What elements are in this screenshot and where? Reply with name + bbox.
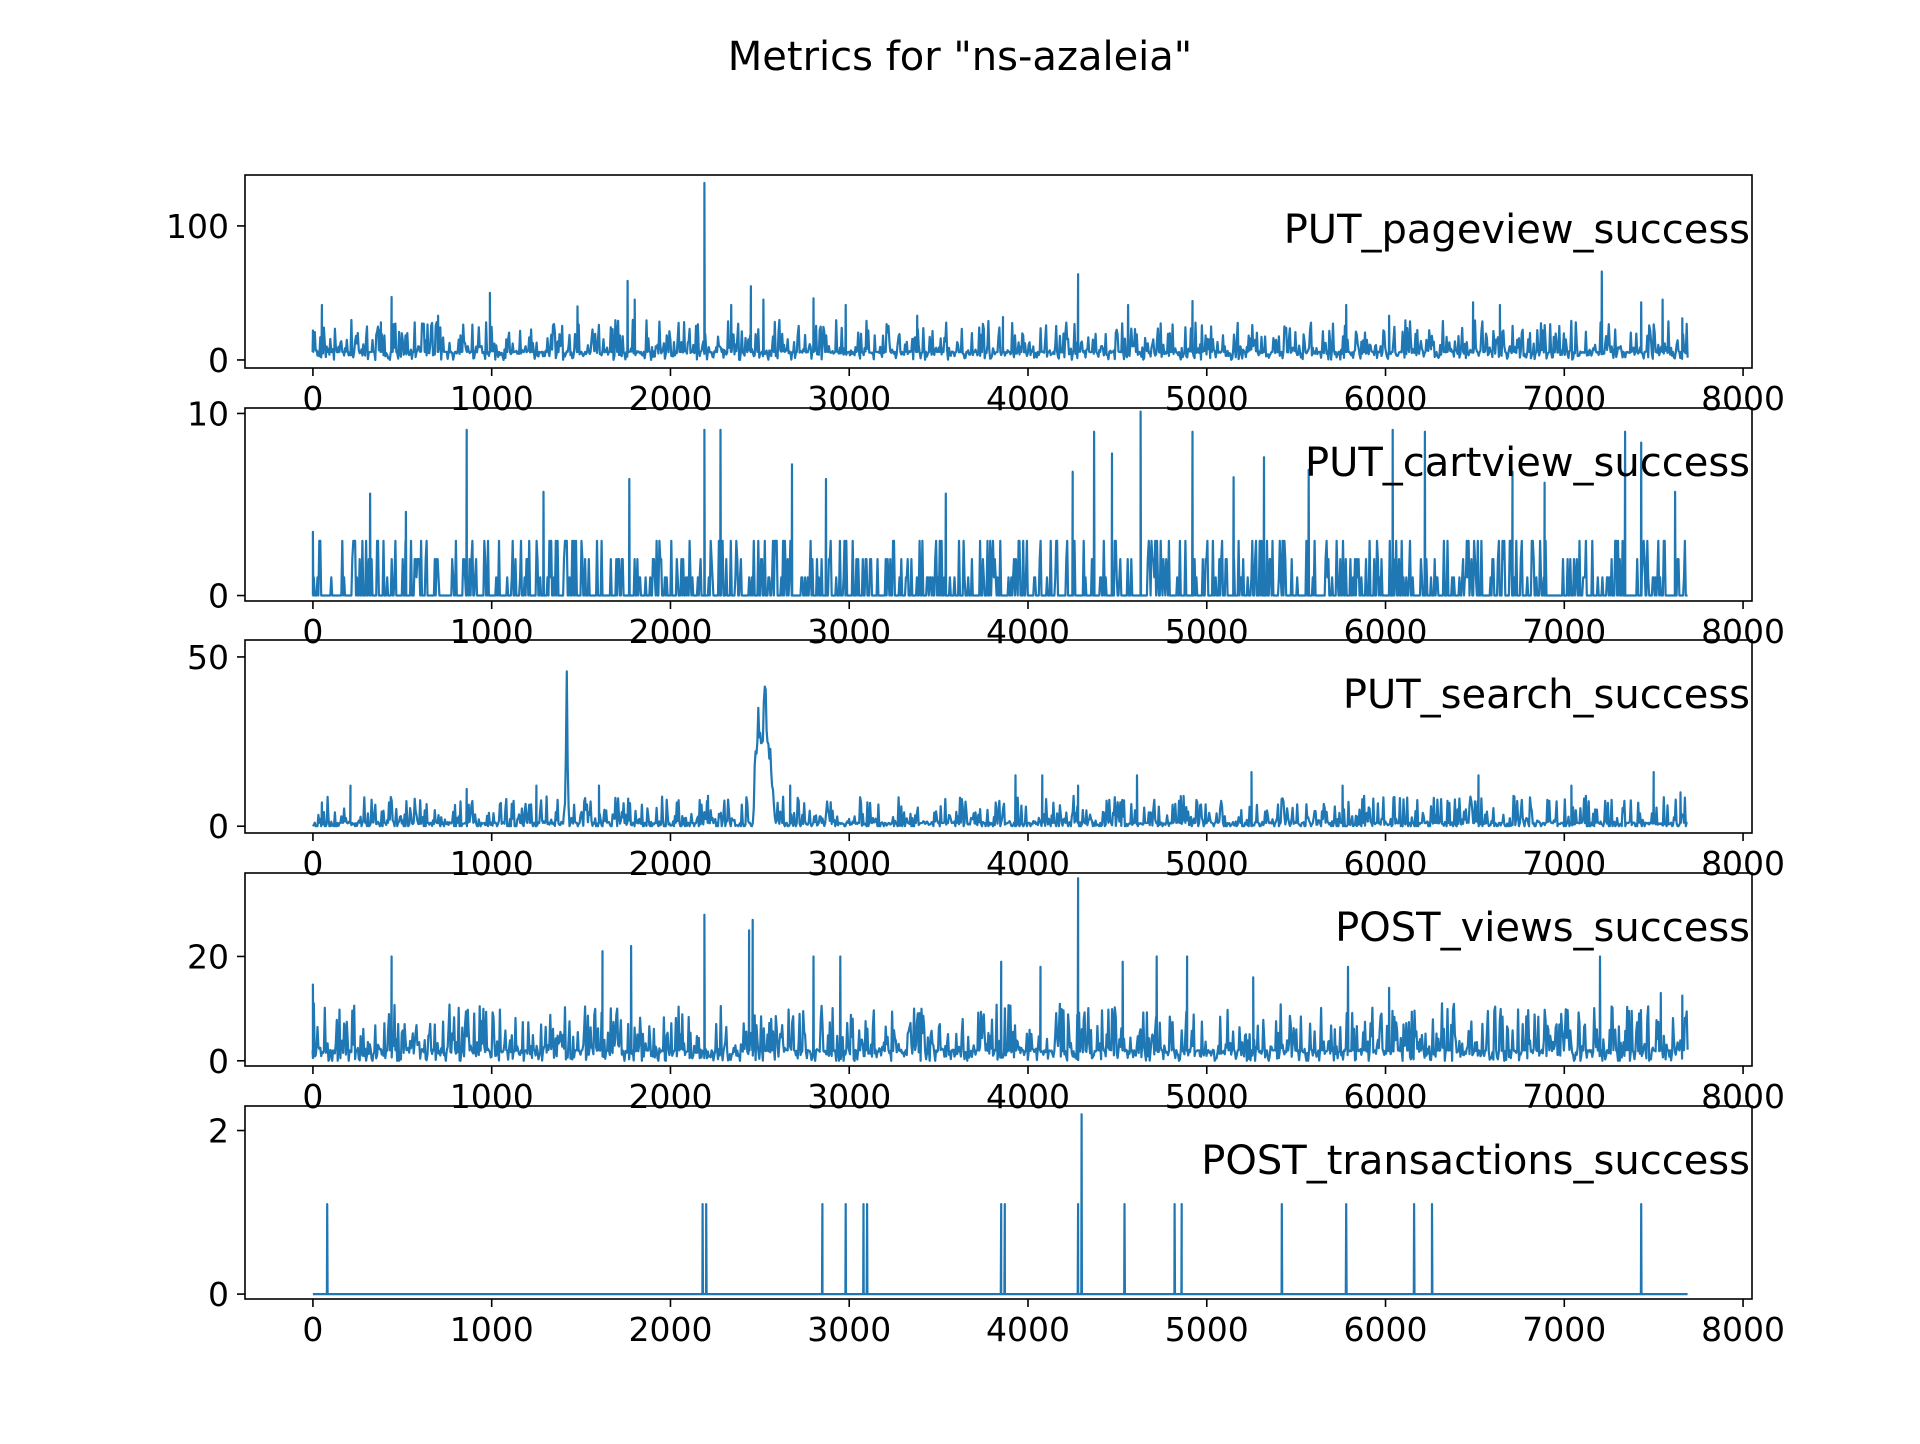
x-tick-label: 1000 [450,844,534,883]
x-tick-label: 4000 [986,844,1070,883]
x-tick-label: 7000 [1522,1310,1606,1349]
x-tick-label: 4000 [986,379,1070,418]
x-tick-label: 1000 [450,612,534,651]
series-line [311,181,1689,362]
series-line [311,410,1688,597]
y-tick-label: 10 [187,394,229,433]
x-tick-label: 3000 [807,1310,891,1349]
x-tick-label: 8000 [1701,379,1785,418]
x-tick-label: 5000 [1165,844,1249,883]
subplot-3: 0 1000 2000 3000 4000 5000 6000 7000 8000 0 50 PUT_… [187,638,1785,883]
x-tick-label: 2000 [628,1077,712,1116]
x-tick-label: 0 [302,844,323,883]
x-tick-label: 0 [302,379,323,418]
x-tick-label: 1000 [450,1077,534,1116]
y-tick-label: 0 [208,1275,229,1314]
y-tick-label: 2 [208,1112,229,1151]
x-tick-label: 6000 [1344,844,1428,883]
subplot-2: 0 1000 2000 3000 4000 5000 6000 7000 8000 0 10 PUT_… [187,394,1785,651]
subplot-label: POST_transactions_success [1201,1138,1750,1184]
x-tick-label: 7000 [1522,379,1606,418]
x-tick-label: 0 [302,1310,323,1349]
subplot-label: PUT_pageview_success [1284,207,1750,253]
axes-frame [244,1105,1753,1300]
y-tick-label: 0 [208,1042,229,1081]
axes-frame [244,872,1753,1067]
x-tick-label: 4000 [986,1310,1070,1349]
x-tick-label: 1000 [450,1310,534,1349]
x-tick-label: 3000 [807,1077,891,1116]
subplot-label: PUT_cartview_success [1305,440,1750,486]
subplot-5: 0 1000 2000 3000 4000 5000 6000 7000 8000 0 2 POST_… [208,1105,1785,1349]
x-tick-label: 4000 [986,1077,1070,1116]
x-tick-label: 3000 [807,844,891,883]
x-tick-label: 5000 [1165,612,1249,651]
x-tick-label: 2000 [628,844,712,883]
subplot-label: PUT_search_success [1343,672,1750,718]
x-tick-label: 7000 [1522,612,1606,651]
x-tick-label: 2000 [628,379,712,418]
y-tick-label: 50 [187,638,229,677]
x-tick-label: 5000 [1165,379,1249,418]
y-tick-label: 100 [166,207,229,246]
x-tick-label: 8000 [1701,1077,1785,1116]
figure-title: Metrics for "ns-azaleia" [728,34,1192,80]
x-tick-label: 7000 [1522,844,1606,883]
y-tick-label: 20 [187,937,229,976]
x-tick-label: 0 [302,1077,323,1116]
x-tick-label: 1000 [450,379,534,418]
series-line [312,1113,1688,1296]
x-tick-label: 6000 [1344,1077,1428,1116]
x-tick-label: 6000 [1344,1310,1428,1349]
series-line [311,877,1689,1062]
x-tick-label: 2000 [628,612,712,651]
x-tick-label: 4000 [986,612,1070,651]
subplot-label: POST_views_success [1335,905,1750,951]
y-tick-label: 0 [208,807,229,846]
x-tick-label: 2000 [628,1310,712,1349]
x-tick-label: 6000 [1344,612,1428,651]
axes-frame [244,174,1753,369]
x-tick-label: 6000 [1344,379,1428,418]
series-line [311,670,1688,828]
x-tick-label: 3000 [807,612,891,651]
x-tick-label: 3000 [807,379,891,418]
y-tick-label: 0 [208,577,229,616]
x-tick-label: 5000 [1165,1310,1249,1349]
axes-frame [244,639,1753,834]
x-tick-label: 8000 [1701,844,1785,883]
y-tick-label: 0 [208,341,229,380]
x-tick-label: 7000 [1522,1077,1606,1116]
subplot-1: 0 1000 2000 3000 4000 5000 6000 7000 8000 0 100 PUT… [166,174,1785,418]
x-tick-label: 8000 [1701,612,1785,651]
x-tick-label: 5000 [1165,1077,1249,1116]
x-tick-label: 0 [302,612,323,651]
x-tick-label: 8000 [1701,1310,1785,1349]
subplot-4: 0 1000 2000 3000 4000 5000 6000 7000 8000 0 20 POST… [187,872,1785,1116]
axes-frame [244,407,1753,602]
